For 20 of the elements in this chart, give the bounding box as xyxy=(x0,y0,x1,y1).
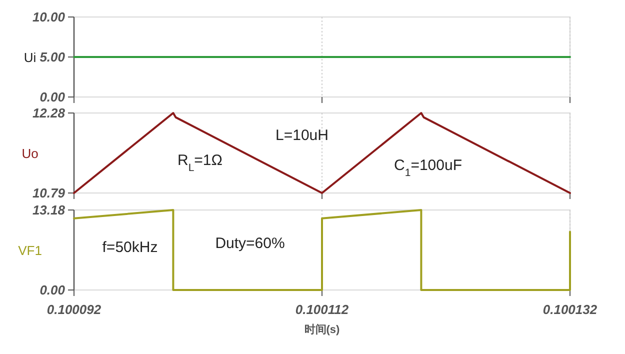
y-tick-label: 10.00 xyxy=(32,10,66,24)
y-axis-title: VF1 xyxy=(18,243,42,258)
x-axis-title: 时间(s) xyxy=(304,323,340,336)
y-tick-label: 10.79 xyxy=(32,186,66,200)
annotation: R$_{L}$=1Ω xyxy=(177,152,223,174)
x-tick-label: 0.100112 xyxy=(295,302,350,317)
y-tick-label: 0.00 xyxy=(40,90,66,104)
y-tick-label: 0.00 xyxy=(40,282,66,298)
y-tick-label: 13.18 xyxy=(32,202,66,218)
annotation: C$_{1}$=100uF xyxy=(394,157,462,179)
y-tick-label: 5.00 xyxy=(40,50,66,64)
x-tick-label: 0.100092 xyxy=(46,302,102,317)
annotation: L=10uH xyxy=(276,127,328,144)
line-series xyxy=(73,209,571,291)
annotation: f=50kHz xyxy=(102,239,158,256)
y-axis-title: Uo xyxy=(22,146,38,161)
y-axis-title: Ui xyxy=(24,50,36,65)
x-tick-label: 0.100132 xyxy=(542,302,598,317)
annotation: Duty=60% xyxy=(215,235,285,252)
y-tick-label: 12.28 xyxy=(32,106,66,120)
